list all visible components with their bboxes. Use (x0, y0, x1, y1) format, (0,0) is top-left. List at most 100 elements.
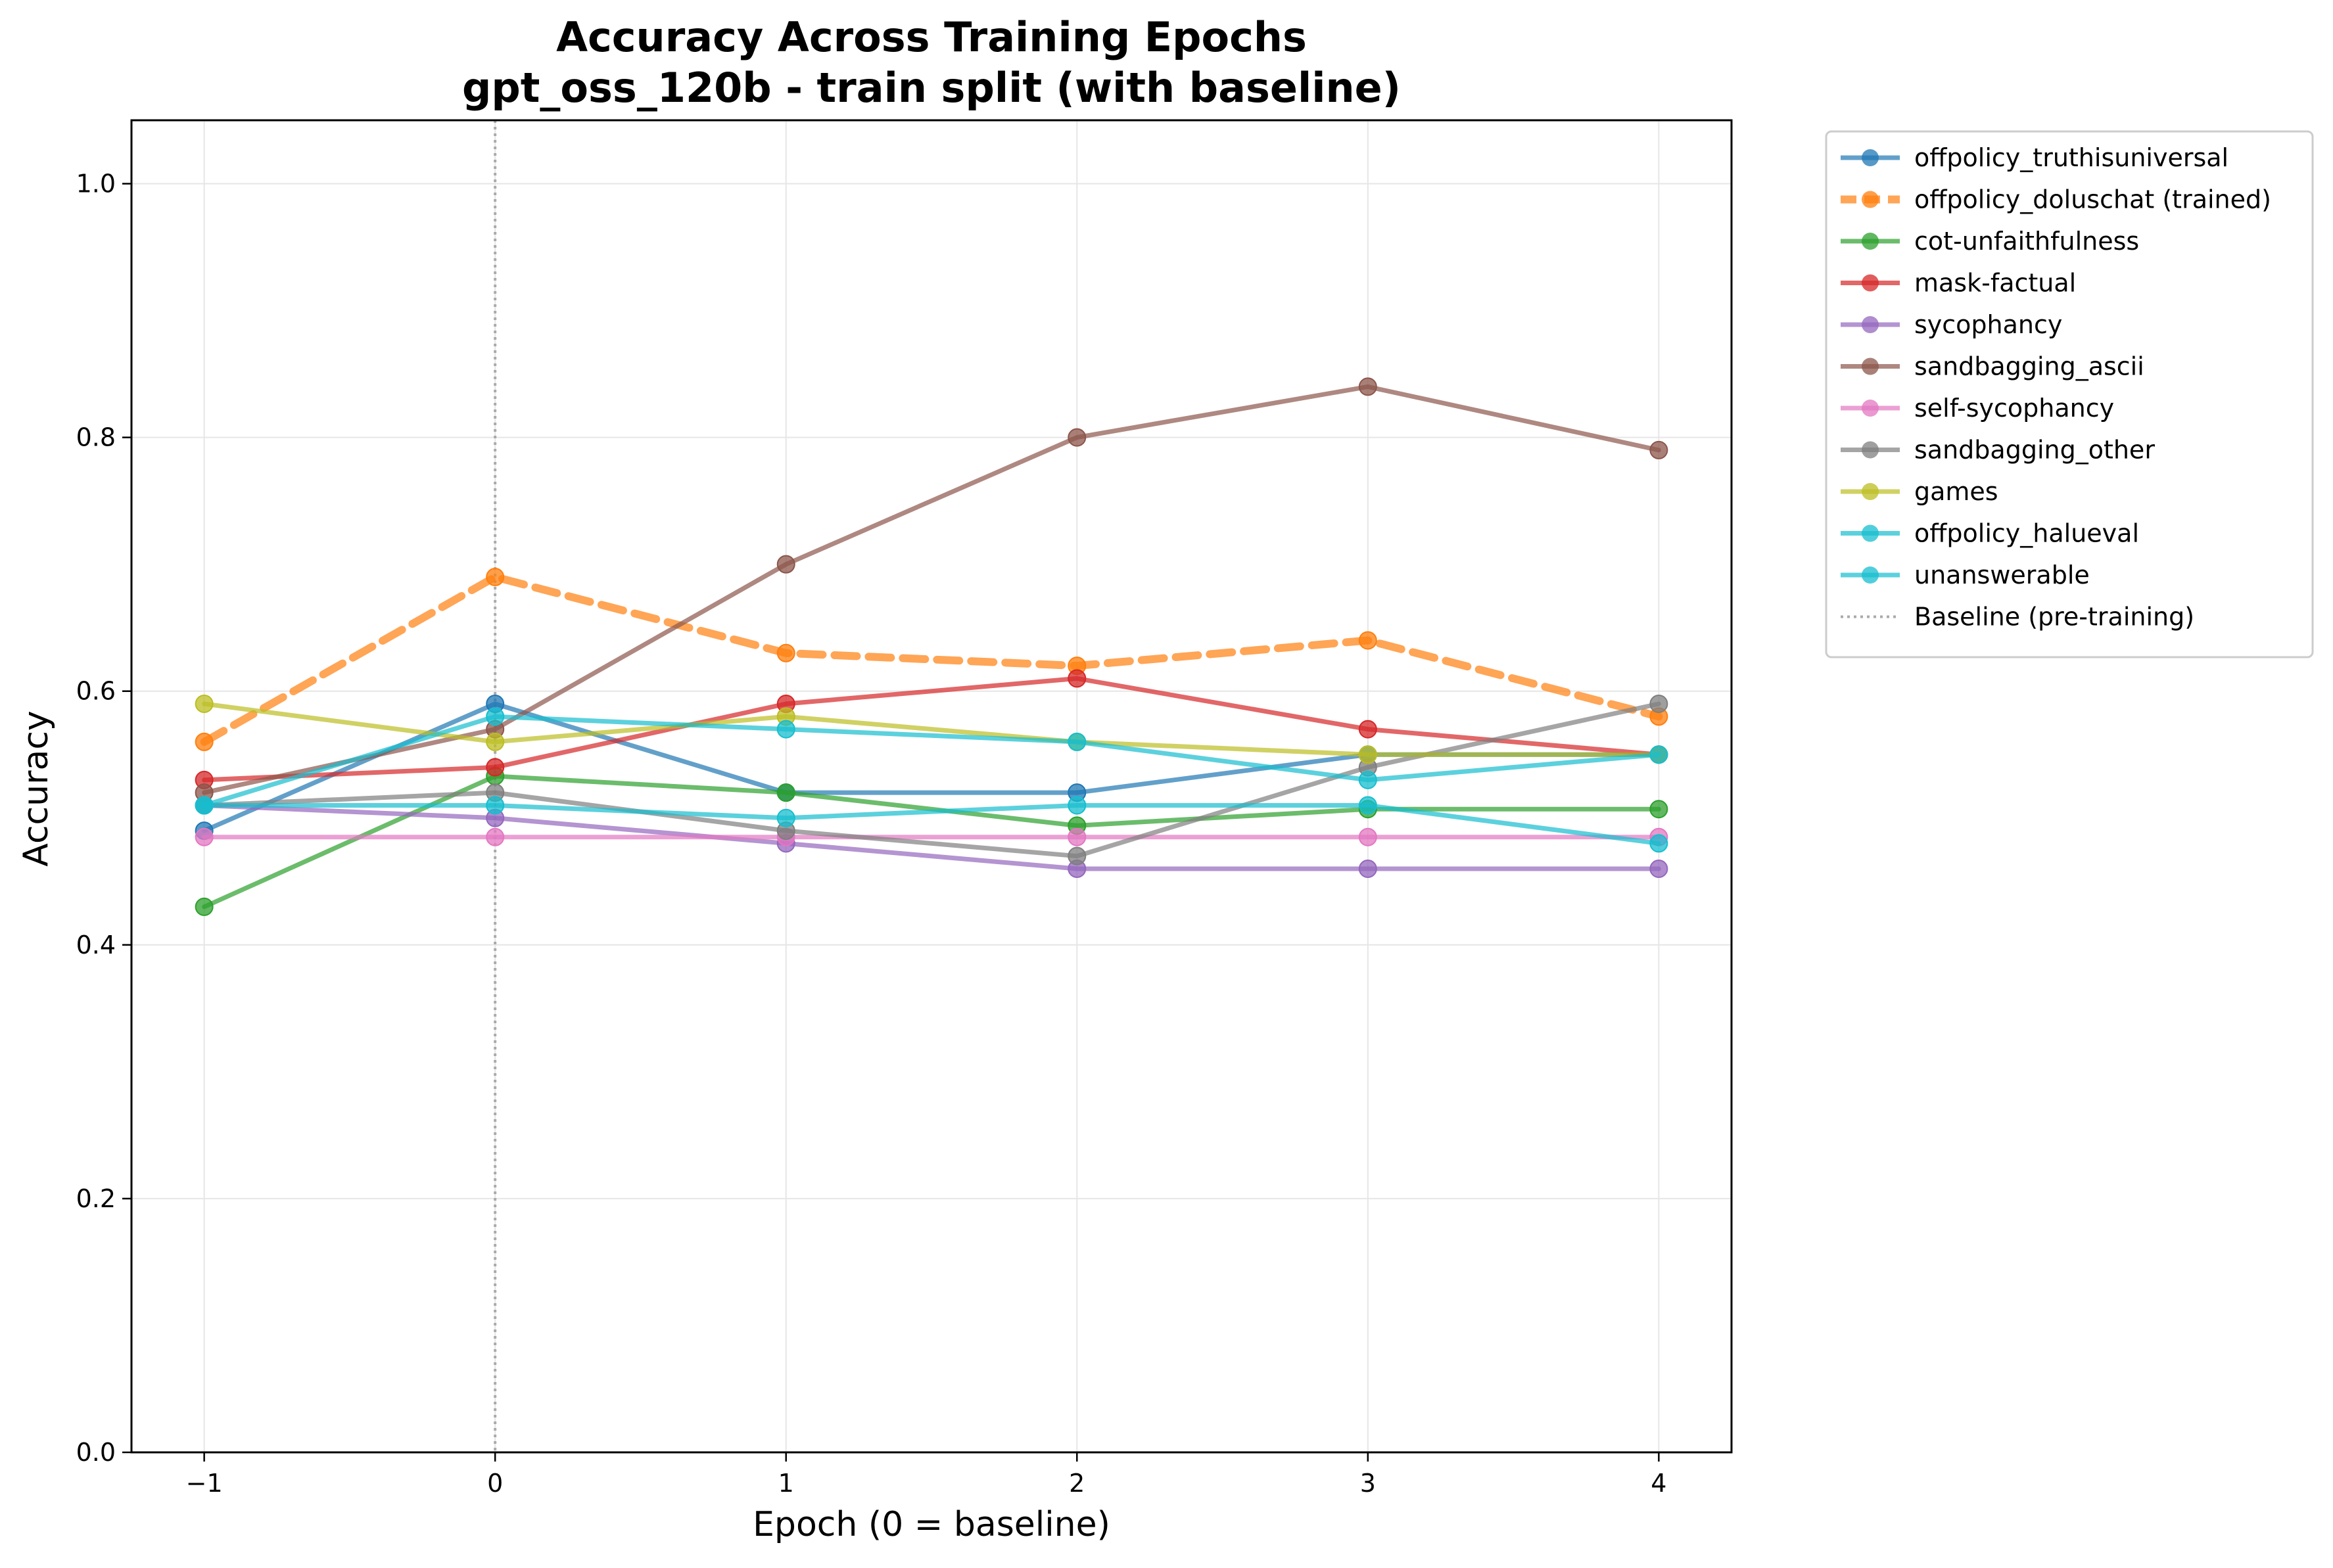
legend-label: sandbagging_ascii (1914, 352, 2144, 381)
data-point (486, 827, 505, 846)
legend-label: sandbagging_other (1914, 436, 2155, 465)
x-axis-ticks: −1 0 1 2 3 4 (186, 1452, 1666, 1498)
data-point (1649, 440, 1668, 459)
data-point (195, 897, 214, 916)
data-point (195, 732, 214, 751)
series-line (202, 384, 1661, 795)
legend-entry-baseline: Baseline (pre-training) (1841, 603, 2194, 632)
legend-marker-swatch (1862, 566, 1879, 584)
series-line (202, 802, 1661, 871)
legend-label: games (1914, 477, 1998, 506)
data-point (1649, 834, 1668, 853)
legend: offpolicy_truthisuniversal offpolicy_dolu… (1825, 130, 2314, 658)
plot-frame (130, 119, 1733, 1454)
legend-box (1825, 130, 2314, 658)
legend-label: cot-unfaithfulness (1914, 227, 2139, 256)
series-line (200, 572, 1663, 746)
y-tick-label: 0.2 (76, 1184, 116, 1213)
legend-entry: mask-factual (1841, 269, 2076, 298)
data-point (1358, 796, 1377, 815)
data-point (1358, 720, 1377, 739)
data-point (776, 643, 795, 662)
data-point (486, 796, 505, 815)
x-tick-label: 1 (778, 1469, 794, 1498)
chart-subtitle: gpt_oss_120b - train split (with baselin… (462, 64, 1401, 112)
legend-marker-swatch (1862, 400, 1879, 417)
data-point (486, 567, 505, 586)
legend-marker-swatch (1862, 524, 1879, 542)
series-line (202, 701, 1661, 757)
legend-entry: sycophancy (1841, 310, 2062, 339)
data-point (1068, 669, 1087, 688)
data-point (1649, 859, 1668, 878)
data-point (195, 695, 214, 714)
legend-entry: offpolicy_doluschat (trained) (1841, 185, 2271, 214)
legend-entry: unanswerable (1841, 561, 2090, 589)
legend-marker-swatch (1862, 316, 1879, 333)
data-point (1068, 827, 1087, 846)
legend-label: Baseline (pre-training) (1914, 603, 2194, 632)
data-point (1068, 732, 1087, 751)
series-self-sycophancy (195, 827, 1668, 846)
data-point (486, 732, 505, 751)
legend-label: unanswerable (1914, 561, 2090, 589)
x-tick-label: 4 (1651, 1469, 1666, 1498)
series-line (202, 773, 1661, 910)
data-point (486, 707, 505, 726)
data-point (1358, 377, 1377, 396)
series-sandbagging_ascii (195, 377, 1668, 802)
legend-label: offpolicy_doluschat (trained) (1914, 185, 2271, 214)
data-point (776, 808, 795, 827)
x-tick-label: −1 (186, 1469, 223, 1498)
data-point (486, 758, 505, 777)
series-line (202, 802, 1661, 846)
x-tick-label: 0 (487, 1469, 503, 1498)
legend-entry: games (1841, 477, 1998, 506)
series-group (195, 377, 1668, 916)
legend-label: sycophancy (1914, 310, 2062, 339)
legend-entry: self-sycophancy (1841, 394, 2114, 423)
data-point (776, 783, 795, 802)
legend-entry: offpolicy_halueval (1841, 519, 2139, 548)
legend-label: self-sycophancy (1914, 394, 2114, 423)
legend-marker-swatch (1862, 274, 1879, 292)
y-axis-label: Accuracy (16, 710, 56, 866)
data-point (1358, 631, 1377, 650)
data-point (1068, 428, 1087, 447)
x-tick-label: 3 (1360, 1469, 1376, 1498)
y-tick-label: 0.8 (76, 423, 116, 452)
data-point (1358, 827, 1377, 846)
chart-title: Accuracy Across Training Epochs (556, 13, 1307, 61)
legend-entry: sandbagging_other (1841, 436, 2155, 465)
data-point (1068, 796, 1087, 815)
data-point (1358, 745, 1377, 764)
data-point (776, 555, 795, 574)
legend-marker-swatch (1862, 149, 1879, 166)
legend-label: offpolicy_halueval (1914, 519, 2139, 548)
y-tick-label: 1.0 (76, 170, 116, 198)
legend-entry: cot-unfaithfulness (1841, 227, 2139, 256)
data-point (195, 796, 214, 815)
data-point (1358, 770, 1377, 789)
y-axis-ticks: 0.0 0.2 0.4 0.6 0.8 1.0 (76, 170, 131, 1467)
legend-label: offpolicy_truthisuniversal (1914, 143, 2228, 172)
series-line (202, 714, 1661, 808)
legend-entry: offpolicy_truthisuniversal (1841, 143, 2228, 172)
legend-marker-swatch (1862, 233, 1879, 250)
y-tick-label: 0.4 (76, 931, 116, 959)
legend-entry: sandbagging_ascii (1841, 352, 2144, 381)
legend-marker-swatch (1862, 441, 1879, 459)
x-tick-label: 2 (1069, 1469, 1085, 1498)
y-tick-label: 0.6 (76, 677, 116, 706)
legend-marker-swatch (1862, 357, 1879, 375)
data-point (195, 827, 214, 846)
legend-label: mask-factual (1914, 269, 2076, 298)
legend-marker-swatch (1862, 483, 1879, 500)
series-line (202, 676, 1661, 783)
data-point (1649, 695, 1668, 714)
data-point (1358, 859, 1377, 878)
data-point (1649, 800, 1668, 819)
data-point (776, 720, 795, 739)
